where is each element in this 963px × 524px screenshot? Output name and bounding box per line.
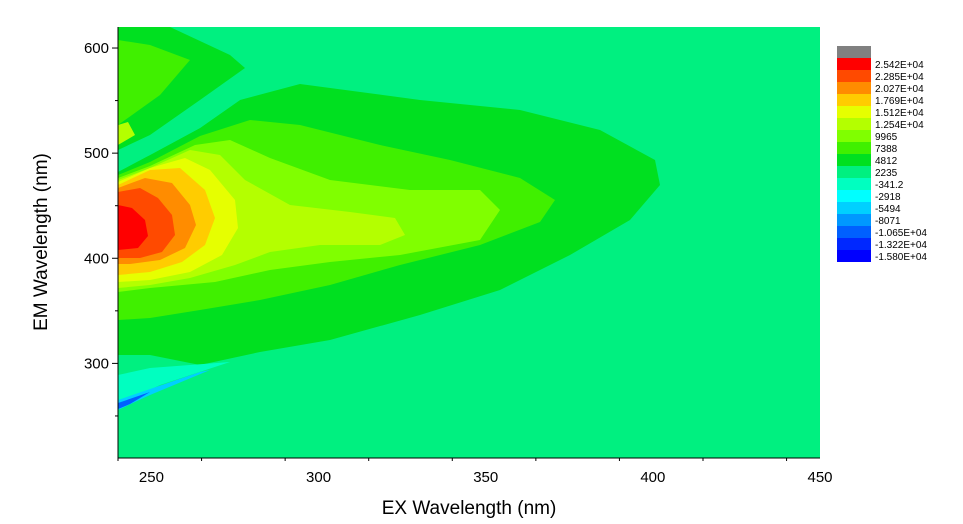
legend-swatch-15: [837, 226, 871, 238]
legend-swatch-5: [837, 106, 871, 118]
legend-label-4: 1.769E+04: [875, 96, 924, 107]
legend-label-8: 7388: [875, 144, 898, 155]
upper-green-patch-light: [118, 40, 190, 125]
x-tick-label-300: 300: [306, 469, 331, 486]
y-ticks: 300 400 500 600: [84, 40, 118, 417]
contour-level-25420: [118, 205, 148, 250]
legend-label-16: -1.322E+04: [875, 240, 927, 251]
color-legend: 2.542E+042.285E+042.027E+041.769E+041.51…: [837, 46, 927, 263]
scatter-band: [118, 58, 265, 172]
legend-swatch-16: [837, 238, 871, 250]
legend-swatch-7: [837, 130, 871, 142]
legend-swatch-11: [837, 178, 871, 190]
legend-label-12: -2918: [875, 192, 901, 203]
legend-swatch-1: [837, 58, 871, 70]
x-tick-label-400: 400: [640, 469, 665, 486]
legend-swatch-10: [837, 166, 871, 178]
legend-swatch-3: [837, 82, 871, 94]
legend-label-10: 2235: [875, 168, 898, 179]
y-tick-label-600: 600: [84, 40, 109, 57]
legend-swatch-8: [837, 142, 871, 154]
legend-swatch-17: [837, 250, 871, 262]
upper-yellow-patch: [118, 122, 135, 145]
x-tick-label-450: 450: [807, 469, 832, 486]
legend-swatch-4: [837, 94, 871, 106]
legend-label-15: -1.065E+04: [875, 228, 927, 239]
y-tick-label-400: 400: [84, 250, 109, 267]
x-tick-label-350: 350: [473, 469, 498, 486]
legend-label-6: 1.254E+04: [875, 120, 924, 131]
plot-area: [118, 27, 820, 458]
legend-label-3: 2.027E+04: [875, 84, 924, 95]
x-tick-label-250: 250: [139, 469, 164, 486]
legend-label-9: 4812: [875, 156, 898, 167]
legend-label-5: 1.512E+04: [875, 108, 924, 119]
legend-swatch-12: [837, 190, 871, 202]
legend-swatch-6: [837, 118, 871, 130]
legend-swatch-2: [837, 70, 871, 82]
x-axis-title: EX Wavelength (nm): [382, 498, 557, 519]
y-tick-label-300: 300: [84, 355, 109, 372]
y-tick-label-500: 500: [84, 145, 109, 162]
legend-swatch-0: [837, 46, 871, 58]
legend-swatch-9: [837, 154, 871, 166]
legend-label-14: -8071: [875, 216, 901, 227]
legend-label-2: 2.285E+04: [875, 72, 924, 83]
legend-label-7: 9965: [875, 132, 898, 143]
y-axis-title: EM Wavelength (nm): [31, 153, 52, 331]
legend-label-1: 2.542E+04: [875, 60, 924, 71]
negative-streak-cyan: [118, 362, 230, 405]
legend-swatch-14: [837, 214, 871, 226]
legend-label-13: -5494: [875, 204, 901, 215]
negative-streak-blue: [118, 392, 150, 409]
x-ticks: 250 300 350 400 450: [117, 458, 833, 486]
legend-swatch-13: [837, 202, 871, 214]
legend-label-11: -341.2: [875, 180, 904, 191]
legend-label-17: -1.580E+04: [875, 252, 927, 263]
